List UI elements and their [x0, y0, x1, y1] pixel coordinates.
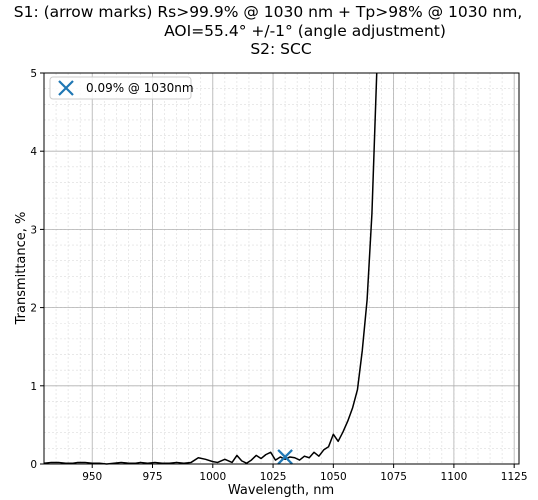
- legend-swatch-x: [58, 80, 74, 96]
- y-tick-label: 0: [30, 459, 37, 471]
- y-axis-ticks: 0 1 2 3 4 5: [30, 68, 44, 471]
- x-tick-label: 1025: [260, 471, 287, 483]
- x-tick-label: 1050: [320, 471, 347, 483]
- chart-title-line-3: S2: SCC: [250, 40, 311, 58]
- y-tick-label: 4: [30, 146, 37, 158]
- y-tick-label: 2: [30, 303, 37, 315]
- y-tick-label: 5: [30, 68, 37, 80]
- y-axis-label: Transmittance, %: [14, 212, 29, 326]
- x-tick-label: 1125: [501, 471, 528, 483]
- legend-box: [49, 76, 192, 100]
- x-tick-label: 1100: [441, 471, 468, 483]
- plot-area-frame: [43, 72, 520, 465]
- y-tick-label: 1: [30, 381, 37, 393]
- legend-x-marker-icon: [58, 80, 74, 96]
- x-axis-label: Wavelength, nm: [228, 483, 334, 498]
- x-axis-ticks: 950 975 1000 1025 1050 1075 1100 1125: [82, 464, 528, 483]
- marker-layer: [277, 449, 293, 465]
- x-tick-label: 975: [142, 471, 162, 483]
- chart-title-line-2: AOI=55.4° +/-1° (angle adjustment): [164, 22, 446, 40]
- point-marker-1: [277, 449, 293, 465]
- chart-title-line-1: S1: (arrow marks) Rs>99.9% @ 1030 nm + T…: [14, 3, 523, 21]
- x-tick-label: 1000: [199, 471, 226, 483]
- legend-swatch-x-stroke-b: [58, 80, 74, 96]
- x-tick-label: 950: [82, 471, 102, 483]
- point-marker-1-stroke-b: [277, 449, 293, 465]
- legend: 0.09% @ 1030nm: [49, 76, 194, 100]
- y-tick-label: 3: [30, 224, 37, 236]
- legend-entry-label: 0.09% @ 1030nm: [86, 81, 194, 95]
- x-tick-label: 1075: [380, 471, 407, 483]
